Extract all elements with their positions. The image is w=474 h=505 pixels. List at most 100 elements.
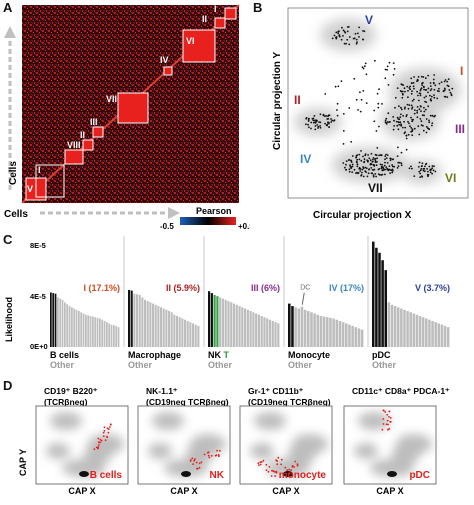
cap-subheader: (CD19neg TCRβneg) [248, 397, 331, 407]
cap-point [275, 470, 278, 473]
projection-point [365, 73, 368, 76]
projection-point [381, 169, 384, 171]
projection-point [330, 121, 333, 123]
likelihood-bar [255, 313, 258, 347]
cap-celltype-label: monocyte [279, 470, 327, 481]
projection-point [316, 124, 319, 126]
likelihood-bar [197, 325, 200, 347]
projection-point [384, 161, 386, 164]
projection-point [425, 101, 428, 103]
likelihood-bar [170, 312, 173, 347]
cap-point [381, 428, 384, 431]
projection-point [428, 128, 431, 131]
cap-point [109, 426, 111, 428]
projection-point [359, 91, 361, 94]
projection-point [420, 165, 423, 168]
projection-point [409, 85, 411, 88]
likelihood-bar [224, 299, 227, 347]
projection-point [374, 173, 377, 175]
likelihood-bar [52, 293, 55, 347]
projection-point [334, 85, 337, 88]
cap-point [260, 461, 263, 463]
likelihood-bar [115, 325, 118, 347]
cap-point [100, 439, 103, 442]
projection-point [418, 133, 421, 136]
projection-point [417, 76, 420, 78]
projection-point [407, 96, 409, 99]
projection-point [406, 114, 408, 116]
heatmap-xlabel: Cells [4, 209, 28, 220]
projection-point [374, 157, 377, 160]
likelihood-bar [80, 312, 83, 347]
projection-point [384, 173, 386, 176]
projection-point [420, 168, 423, 170]
projection-point [368, 157, 371, 160]
projection-point [377, 102, 380, 105]
cap-point [288, 468, 291, 471]
likelihood-bar [144, 299, 147, 347]
projection-point [431, 172, 433, 175]
projection-point [417, 125, 420, 128]
cap-point [258, 464, 260, 467]
projection-point [413, 109, 416, 111]
cap-xlabel: CAP X [272, 486, 299, 496]
projection-point [345, 42, 347, 45]
projection-point [372, 158, 374, 161]
projection-point [396, 124, 399, 127]
likelihood-bar [208, 291, 211, 347]
likelihood-bar [300, 306, 304, 347]
projection-point [379, 163, 382, 166]
likelihood-bar [244, 308, 247, 347]
projection-point [420, 105, 422, 108]
cap-point [216, 449, 219, 452]
likelihood-bar [271, 320, 274, 347]
projection-point [433, 115, 435, 118]
projection-point [443, 95, 446, 98]
heatmap-ylabel: Cells [8, 161, 19, 185]
cluster-percent-label: I (17.1%) [83, 283, 120, 293]
cap-point [196, 467, 199, 470]
cap-xlabel: CAP X [170, 486, 197, 496]
projection-point [404, 126, 407, 129]
projection-point [406, 103, 409, 106]
projection-point [378, 88, 380, 91]
projection-point [401, 90, 404, 93]
likelihood-bar [246, 309, 249, 347]
projection-point [410, 104, 413, 107]
likelihood-bar [241, 307, 244, 347]
likelihood-bar [165, 309, 168, 347]
projection-point [362, 38, 365, 41]
cap-xlabel: CAP X [376, 486, 403, 496]
likelihood-bar [89, 316, 92, 347]
projection-point [446, 80, 449, 83]
cap-point [107, 428, 110, 431]
cluster-label: V [27, 184, 33, 194]
likelihood-bar [221, 298, 225, 347]
projection-point [376, 157, 378, 160]
projection-point [429, 114, 432, 117]
projection-point [345, 169, 347, 171]
projection-point [410, 82, 413, 84]
projection-point [397, 121, 400, 124]
projection-point [362, 166, 364, 168]
likelihood-bar [103, 320, 106, 347]
cap-point [200, 461, 203, 464]
projection-point [400, 164, 403, 167]
projection-point [434, 170, 437, 173]
projection-point [328, 126, 330, 128]
other-label: Other [50, 360, 75, 370]
projection-point [438, 82, 441, 85]
cluster-percent-label: IV (17%) [329, 283, 364, 293]
cap-point [193, 459, 196, 462]
projection-point [423, 106, 425, 109]
projection-point [385, 123, 388, 125]
likelihood-bar [351, 325, 354, 347]
projection-point [423, 88, 425, 91]
projection-point [416, 90, 418, 93]
projection-point [325, 115, 328, 117]
likelihood-bar [345, 323, 348, 347]
cap-point [217, 454, 220, 456]
projection-point [430, 95, 433, 98]
projection-point [422, 76, 425, 78]
projection-point [319, 126, 322, 129]
